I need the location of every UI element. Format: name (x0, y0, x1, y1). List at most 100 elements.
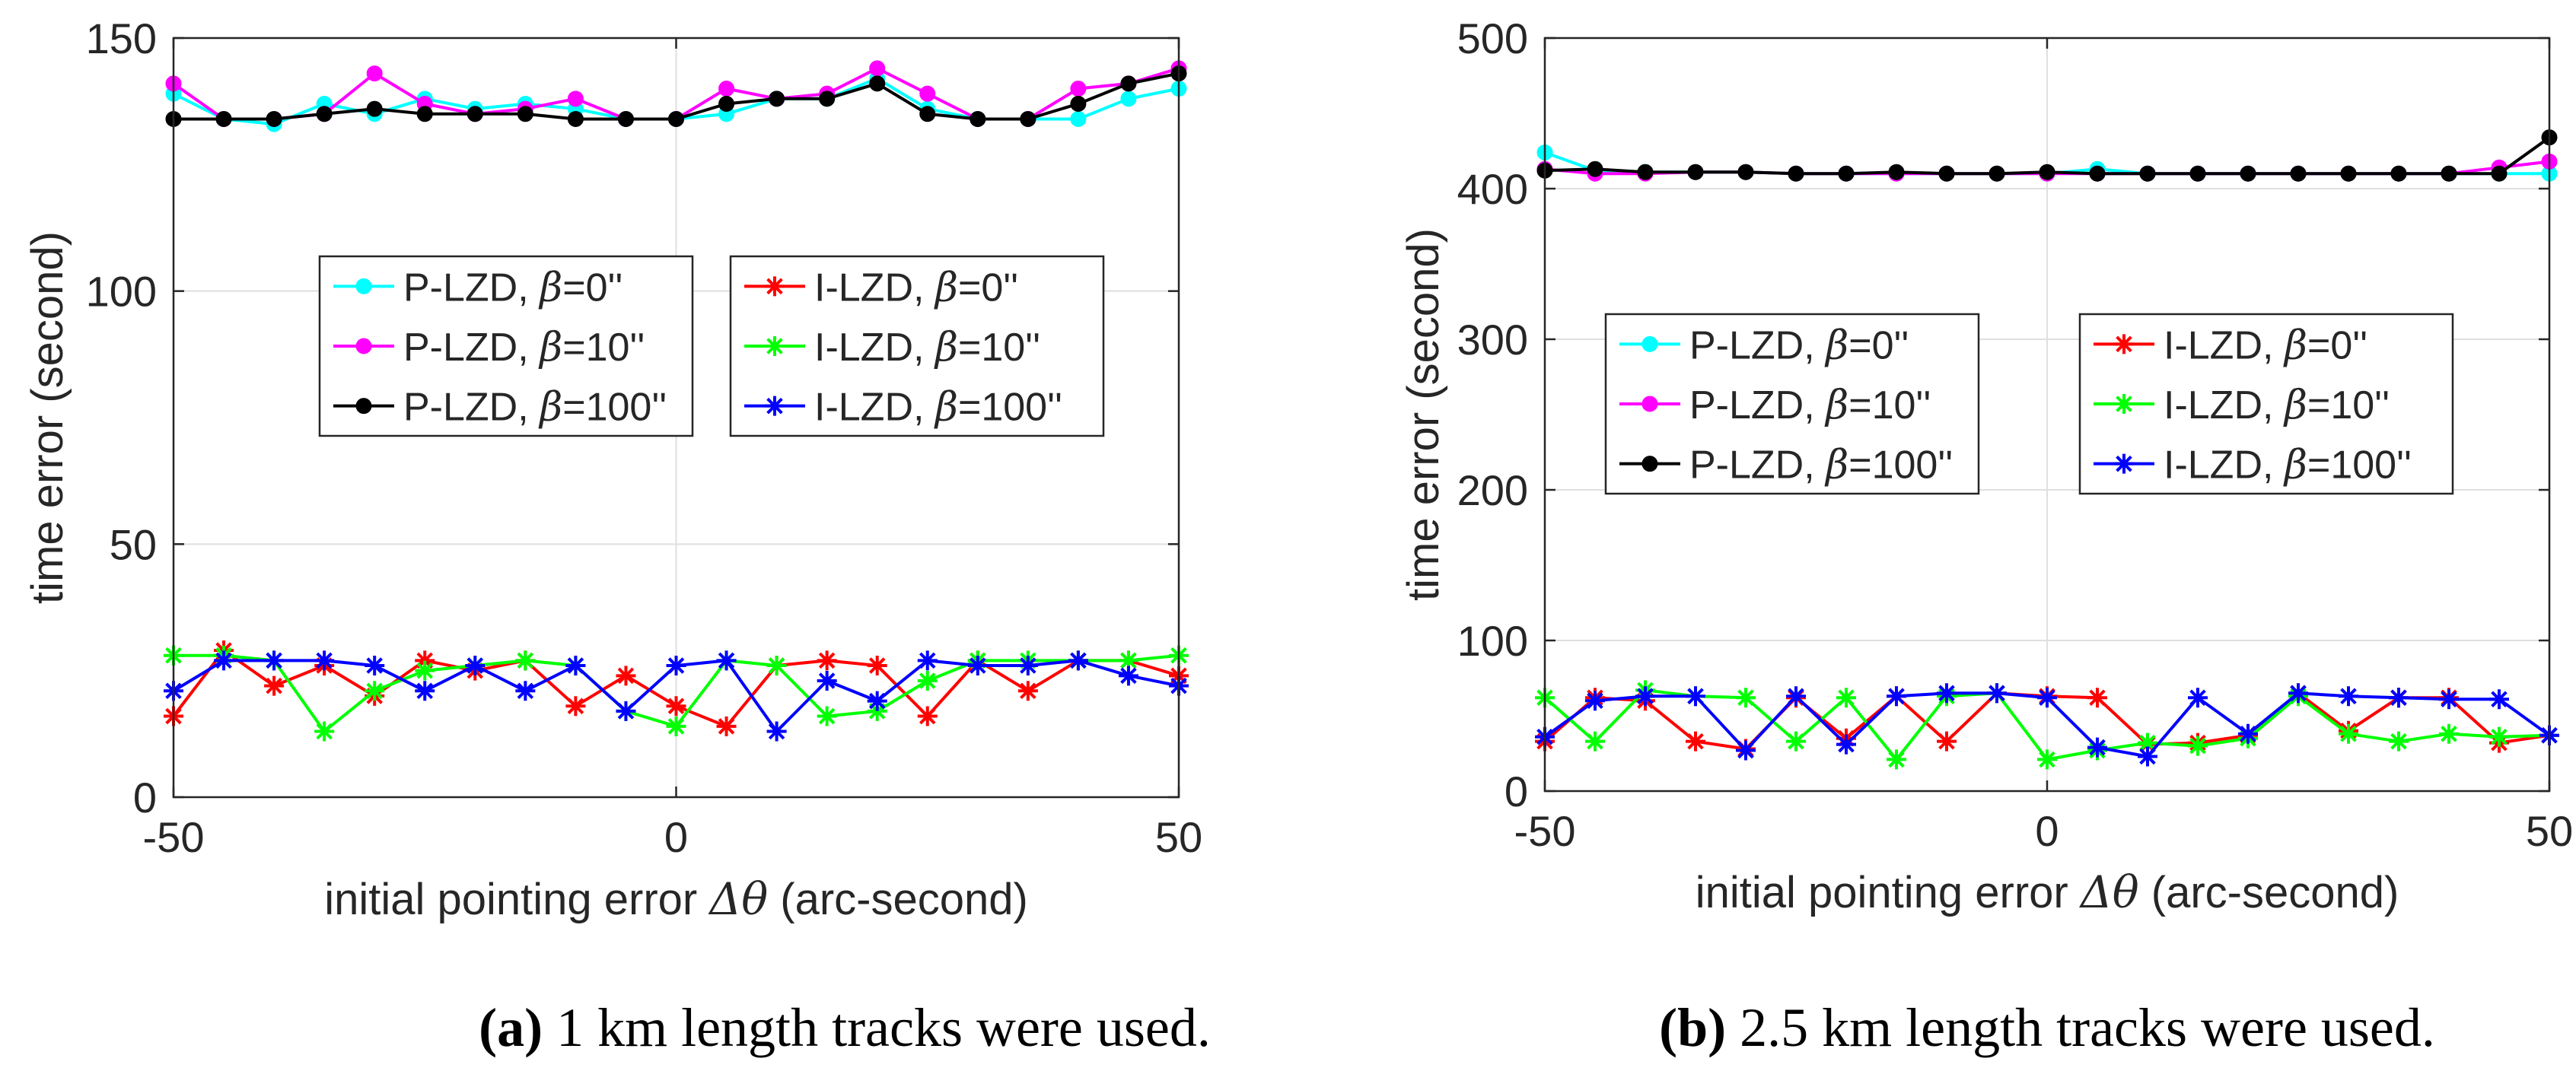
data-point (266, 110, 282, 127)
data-point (917, 706, 938, 726)
caption-label: (b) (1659, 997, 1726, 1058)
x-tick-label: 0 (664, 813, 688, 861)
legend-beta-symbol: β (934, 325, 958, 370)
data-point (466, 106, 483, 122)
data-point (2489, 689, 2509, 710)
data-point (616, 666, 636, 686)
data-point (869, 75, 886, 92)
legend-beta-symbol: β (1824, 443, 1848, 488)
data-point (416, 106, 433, 122)
caption-label: (a) (479, 997, 543, 1058)
legend-beta-value: =0'' (958, 265, 1018, 310)
data-point (2139, 165, 2156, 182)
data-point (1070, 81, 1087, 97)
data-point (415, 681, 435, 701)
x-axis-label-a: initial pointing error Δθ (arc-second) (324, 873, 1028, 925)
legend-entry: P-LZD, β=0'' (403, 265, 623, 310)
x-axis-label-suffix: (arc-second) (2139, 868, 2399, 917)
x-tick-label: 0 (2035, 807, 2059, 855)
caption-b: (b) 2.5 km length tracks were used. (1659, 997, 2435, 1058)
data-point (1120, 91, 1137, 107)
legend-marker (765, 336, 785, 356)
data-point (817, 650, 837, 671)
data-point (264, 650, 285, 671)
data-point (2340, 165, 2357, 182)
data-point (2439, 689, 2459, 710)
data-point (1587, 160, 1603, 177)
y-tick-label: 150 (86, 14, 157, 62)
data-point (666, 696, 686, 717)
data-point (817, 706, 837, 726)
data-point (1836, 734, 1856, 755)
data-point (917, 650, 938, 671)
y-tick-label: 400 (1457, 165, 1528, 213)
data-point (1786, 686, 1806, 707)
y-tick-label: 100 (1457, 617, 1528, 665)
data-point (1786, 731, 1806, 752)
legend-beta-value: =100'' (562, 386, 667, 430)
data-point (1637, 164, 1654, 180)
data-point (869, 60, 886, 77)
legend-series-name: I-LZD, (814, 265, 935, 310)
data-point (1737, 164, 1754, 180)
legend-beta-value: =10'' (1848, 383, 1931, 427)
data-point (1938, 165, 1955, 182)
legend-beta-value: =10'' (562, 326, 645, 370)
x-tick-label: -50 (1514, 807, 1576, 855)
legend-marker (1641, 335, 1658, 352)
y-tick-label: 0 (1505, 767, 1528, 815)
legend-beta-symbol: β (538, 325, 562, 370)
legend-beta-symbol: β (1824, 383, 1848, 428)
legend-series-name: I-LZD, (814, 326, 935, 370)
legend-beta-value: =10'' (958, 326, 1040, 370)
data-point (1736, 688, 1756, 708)
data-point (565, 696, 586, 717)
y-tick-label: 100 (86, 268, 157, 316)
x-axis-label-prefix: initial pointing error (1696, 868, 2081, 917)
data-point (1585, 731, 1605, 752)
data-point (1635, 686, 1655, 707)
data-point (1017, 656, 1038, 676)
data-point (2189, 165, 2206, 182)
data-point (515, 681, 536, 701)
data-point (1017, 681, 1038, 701)
data-point (415, 660, 435, 681)
data-point (264, 675, 285, 696)
legend-beta-symbol: β (538, 265, 562, 310)
legend-beta-symbol: β (934, 265, 958, 310)
data-point (2441, 165, 2457, 182)
x-tick-label: -50 (143, 813, 205, 861)
data-point (366, 65, 383, 82)
legend-marker (765, 276, 785, 297)
legend-beta-value: =100'' (1848, 443, 1953, 488)
legend-beta-value: =0'' (2307, 323, 2367, 367)
legend-entry: I-LZD, β=0'' (2164, 323, 2367, 368)
data-point (567, 110, 584, 127)
legend-beta-symbol: β (2283, 383, 2307, 428)
data-point (2240, 165, 2256, 182)
x-axis-label-b: initial pointing error Δθ (arc-second) (1696, 866, 2399, 918)
data-point (2339, 686, 2358, 707)
data-point (415, 650, 435, 671)
data-point (1118, 650, 1138, 671)
data-point (1987, 683, 2007, 704)
data-point (1887, 686, 1906, 707)
y-axis-label-b: time error (second) (1399, 228, 1448, 601)
legend-marker (355, 278, 372, 294)
legend-beta-value: =10'' (2307, 383, 2390, 427)
legend-marker (765, 396, 785, 416)
legend-series-name: P-LZD, (1689, 443, 1826, 488)
data-point (1120, 75, 1137, 92)
x-axis-label-symbol: Δθ (708, 873, 768, 925)
legend-entry: I-LZD, β=100'' (2164, 443, 2412, 488)
data-point (716, 650, 737, 671)
data-point (2037, 688, 2057, 708)
data-point (2389, 731, 2409, 752)
data-point (2138, 746, 2157, 767)
legend-series-name: I-LZD, (814, 386, 935, 430)
data-point (1736, 740, 1756, 761)
data-point (1070, 95, 1087, 112)
y-tick-label: 0 (133, 774, 157, 822)
